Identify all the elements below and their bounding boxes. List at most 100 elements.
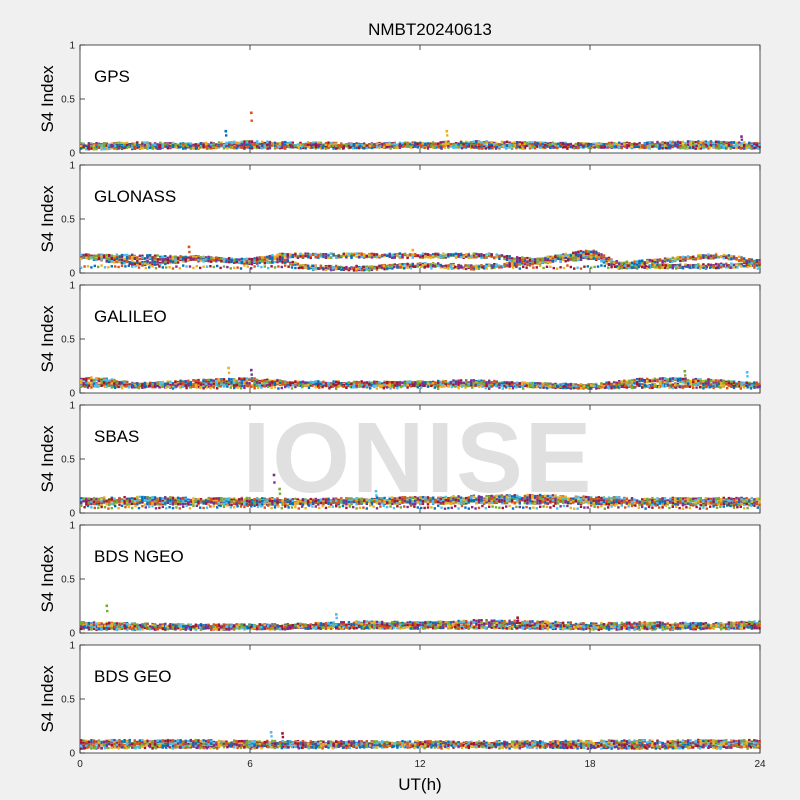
data-point xyxy=(273,257,277,260)
data-point xyxy=(748,146,751,150)
data-point xyxy=(345,265,348,269)
data-point xyxy=(630,145,634,148)
data-point xyxy=(603,145,606,148)
data-point xyxy=(595,254,598,257)
data-point xyxy=(174,380,177,383)
data-point xyxy=(584,251,588,254)
data-point xyxy=(192,146,195,149)
data-point xyxy=(406,262,409,266)
data-point xyxy=(653,143,657,146)
data-point xyxy=(482,256,486,259)
data-point xyxy=(406,145,409,148)
data-point xyxy=(424,263,427,266)
data-point xyxy=(286,259,289,262)
data-point xyxy=(449,265,453,269)
data-point xyxy=(735,256,738,260)
data-point xyxy=(306,141,310,144)
data-point xyxy=(628,142,631,146)
data-point xyxy=(266,261,269,264)
data-point xyxy=(118,255,121,259)
spike-point xyxy=(224,129,228,133)
data-point xyxy=(296,262,300,266)
data-point xyxy=(707,263,710,266)
data-point xyxy=(559,260,562,263)
data-point xyxy=(429,145,432,149)
data-point xyxy=(267,266,270,270)
data-point xyxy=(528,257,532,260)
data-point xyxy=(523,257,527,260)
data-point xyxy=(169,256,172,259)
data-point xyxy=(684,144,687,147)
data-point xyxy=(243,258,246,261)
data-point xyxy=(105,257,108,260)
data-point xyxy=(151,258,154,261)
data-point xyxy=(189,258,192,261)
data-point xyxy=(393,256,396,259)
data-point xyxy=(587,142,590,146)
data-point xyxy=(123,253,126,257)
data-point xyxy=(363,142,366,145)
data-point xyxy=(238,143,241,146)
data-point xyxy=(314,145,317,149)
data-point xyxy=(161,146,164,149)
data-point xyxy=(516,141,519,144)
data-point xyxy=(296,143,300,146)
data-point xyxy=(452,253,455,256)
data-point xyxy=(287,265,290,268)
data-point xyxy=(105,253,108,257)
data-point xyxy=(707,145,710,148)
data-point xyxy=(124,145,127,149)
data-point xyxy=(688,146,691,149)
data-point xyxy=(620,262,623,265)
data-point xyxy=(424,144,427,147)
data-point xyxy=(516,142,519,145)
data-point xyxy=(92,144,96,147)
data-point xyxy=(516,261,519,265)
data-point xyxy=(574,256,578,260)
data-point xyxy=(433,146,436,149)
data-point xyxy=(722,253,725,257)
data-point xyxy=(182,145,185,148)
data-point xyxy=(324,143,328,147)
data-point xyxy=(350,143,353,146)
data-point xyxy=(118,381,121,384)
data-point xyxy=(633,259,636,263)
data-point xyxy=(235,258,238,261)
data-point xyxy=(641,263,644,266)
data-point xyxy=(250,263,254,266)
data-point xyxy=(291,254,294,258)
data-point xyxy=(314,255,317,258)
data-point xyxy=(615,142,618,145)
data-point xyxy=(661,259,664,263)
data-point xyxy=(138,262,142,265)
data-point xyxy=(717,143,720,147)
data-point xyxy=(134,265,137,268)
data-point xyxy=(229,267,232,270)
data-point xyxy=(674,264,677,267)
data-point xyxy=(146,141,149,144)
data-point xyxy=(115,257,119,260)
data-point xyxy=(494,264,498,267)
data-point xyxy=(335,266,338,269)
data-point xyxy=(577,142,580,145)
y-tick-label: 0 xyxy=(69,269,75,280)
data-point xyxy=(607,258,611,261)
data-point xyxy=(516,263,519,266)
data-point xyxy=(488,254,491,258)
data-point xyxy=(421,264,425,267)
data-point xyxy=(730,143,733,147)
data-point xyxy=(651,259,654,263)
data-point xyxy=(194,381,198,384)
data-point xyxy=(533,261,537,264)
data-point xyxy=(737,255,741,258)
data-point xyxy=(647,146,651,150)
data-point xyxy=(635,263,639,266)
data-point xyxy=(375,143,379,146)
data-point xyxy=(459,252,463,256)
data-point xyxy=(416,254,419,257)
data-point xyxy=(255,258,259,261)
data-point xyxy=(620,266,623,270)
data-point xyxy=(178,146,181,149)
